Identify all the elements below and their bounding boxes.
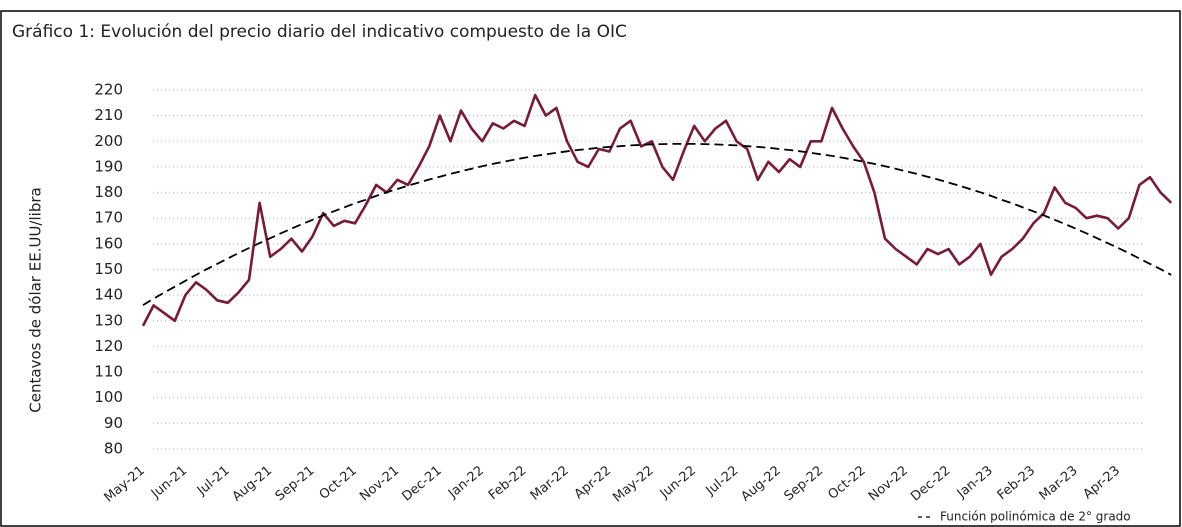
y-tick-label: 210 xyxy=(94,106,123,124)
price-line xyxy=(141,93,1173,327)
x-tick-label: Mar-22 xyxy=(528,463,572,503)
x-tick-label: Dec-22 xyxy=(908,463,953,504)
y-tick-label: 90 xyxy=(104,414,123,432)
x-tick-label: Jan-23 xyxy=(954,463,996,502)
x-tick-label: Nov-22 xyxy=(866,463,911,504)
y-tick-label: 80 xyxy=(104,440,123,458)
x-tick-label: Sep-22 xyxy=(782,463,827,504)
x-tick-label: Oct-21 xyxy=(317,463,360,503)
x-tick-label: Dec-21 xyxy=(399,463,444,504)
x-tick-label: Apr-23 xyxy=(1081,463,1124,502)
x-tick-label: Sep-21 xyxy=(273,463,318,504)
legend-label: Función polinómica de 2° grado xyxy=(940,510,1131,524)
x-tick-label: Feb-22 xyxy=(486,463,530,503)
x-tick-label: May-22 xyxy=(610,463,656,505)
y-tick-label: 200 xyxy=(94,132,123,150)
y-tick-label: 130 xyxy=(94,311,123,329)
y-tick-label: 170 xyxy=(94,209,123,227)
x-tick-label: Jan-22 xyxy=(445,463,487,502)
y-axis-label: Centavos de dólar EE.UU/libra xyxy=(27,187,45,412)
y-tick-label: 140 xyxy=(94,286,123,304)
x-tick-label: Jun-21 xyxy=(148,463,190,502)
x-tick-label: Jun-22 xyxy=(657,463,699,502)
chart-title: Gráfico 1: Evolución del precio diario d… xyxy=(12,22,627,42)
x-tick-label: Mar-23 xyxy=(1037,463,1081,503)
y-tick-label: 220 xyxy=(94,81,123,99)
y-tick-label: 100 xyxy=(94,388,123,406)
x-tick-label: May-21 xyxy=(101,463,147,505)
y-tick-label: 120 xyxy=(94,337,123,355)
x-tick-label: Nov-21 xyxy=(357,463,402,504)
trend-line xyxy=(142,143,1172,306)
x-tick-label: Aug-21 xyxy=(230,463,275,504)
y-tick-label: 150 xyxy=(94,260,123,278)
x-tick-label: Oct-22 xyxy=(825,463,868,503)
x-tick-label: Jul-22 xyxy=(703,463,742,499)
x-tick-label: Jul-21 xyxy=(194,463,233,499)
y-tick-label: 110 xyxy=(94,363,123,381)
y-tick-label: 190 xyxy=(94,157,123,175)
x-tick-label: Aug-22 xyxy=(738,463,783,504)
frame xyxy=(0,10,1181,527)
y-tick-label: 160 xyxy=(94,234,123,252)
x-tick-label: Feb-23 xyxy=(995,463,1039,503)
x-tick-label: Apr-22 xyxy=(572,463,615,502)
y-tick-label: 180 xyxy=(94,183,123,201)
